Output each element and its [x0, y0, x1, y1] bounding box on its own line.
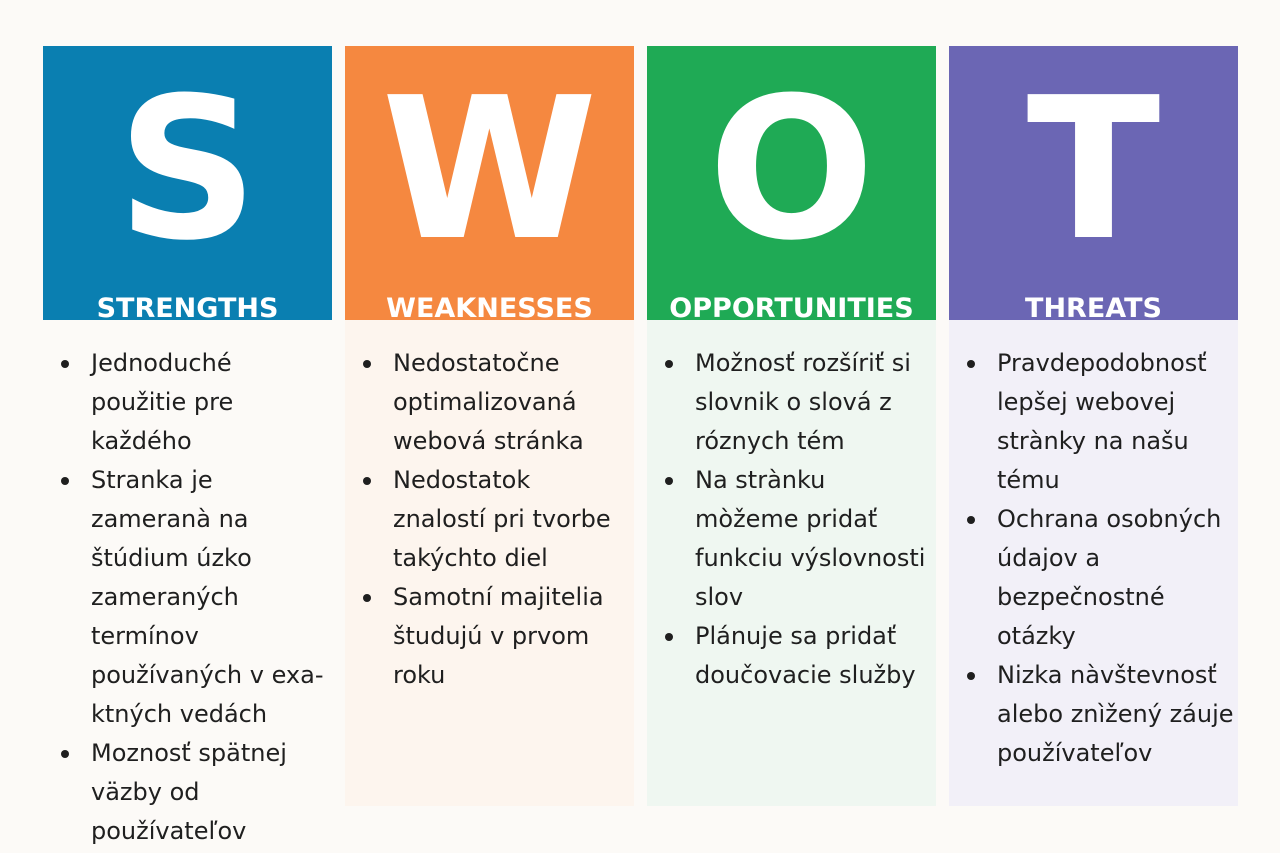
threats-item: Pravdepodobnosť lepšej webovej strànky n… — [949, 344, 1238, 500]
strengths-body: Jednoduché použitie pre každého Stranka … — [43, 320, 332, 845]
threats-title: THREATS — [1025, 293, 1162, 324]
strengths-title: STRENGTHS — [96, 293, 279, 324]
weaknesses-header: W WEAKNESSES — [345, 46, 634, 324]
strengths-item: Jednoduché použitie pre každého — [43, 344, 332, 461]
opportunities-item: Na strànku mòžeme pridať funkciu výslovn… — [647, 461, 936, 617]
weaknesses-list: Nedostatočne optimalizovaná webová strán… — [345, 344, 634, 695]
weaknesses-column: W WEAKNESSES Nedostatočne optimalizovaná… — [345, 46, 634, 806]
strengths-letter: S — [116, 56, 259, 284]
swot-diagram: S STRENGTHS Jednoduché použitie pre každ… — [43, 46, 1238, 845]
threats-item: Nizka nàvštevnosť alebo znìžený záuje po… — [949, 656, 1238, 773]
opportunities-title: OPPORTUNITIES — [669, 293, 914, 324]
opportunities-item: Plánuje sa pridať doučovacie služby — [647, 617, 936, 695]
weaknesses-body: Nedostatočne optimalizovaná webová strán… — [345, 320, 634, 806]
threats-column: T THREATS Pravdepodobnosť lepšej webovej… — [949, 46, 1238, 806]
opportunities-list: Možnosť rozšíriť si slovnik o slová z ró… — [647, 344, 936, 695]
strengths-header: S STRENGTHS — [43, 46, 332, 324]
opportunities-header: O OPPORTUNITIES — [647, 46, 936, 324]
weaknesses-item: Samotní majitelia študujú v prvom roku — [345, 578, 634, 695]
opportunities-letter: O — [708, 56, 875, 284]
threats-letter: T — [1026, 56, 1161, 284]
threats-item: Ochrana osobných údajov a bezpečnostné o… — [949, 500, 1238, 656]
opportunities-body: Možnosť rozšíriť si slovnik o slová z ró… — [647, 320, 936, 806]
weaknesses-item: Nedostatočne optimalizovaná webová strán… — [345, 344, 634, 461]
weaknesses-title: WEAKNESSES — [386, 293, 593, 324]
strengths-list: Jednoduché použitie pre každého Stranka … — [43, 344, 332, 851]
strengths-column: S STRENGTHS Jednoduché použitie pre každ… — [43, 46, 332, 845]
threats-header: T THREATS — [949, 46, 1238, 324]
opportunities-column: O OPPORTUNITIES Možnosť rozšíriť si slov… — [647, 46, 936, 806]
strengths-item: Moznosť spätnej väzby od používateľov — [43, 734, 332, 851]
opportunities-item: Možnosť rozšíriť si slovnik o slová z ró… — [647, 344, 936, 461]
strengths-item: Stranka je zameranà na štúdium úzko zame… — [43, 461, 332, 734]
weaknesses-letter: W — [381, 56, 598, 284]
weaknesses-item: Nedostatok znalostí pri tvorbe takýchto … — [345, 461, 634, 578]
threats-list: Pravdepodobnosť lepšej webovej strànky n… — [949, 344, 1238, 773]
threats-body: Pravdepodobnosť lepšej webovej strànky n… — [949, 320, 1238, 806]
